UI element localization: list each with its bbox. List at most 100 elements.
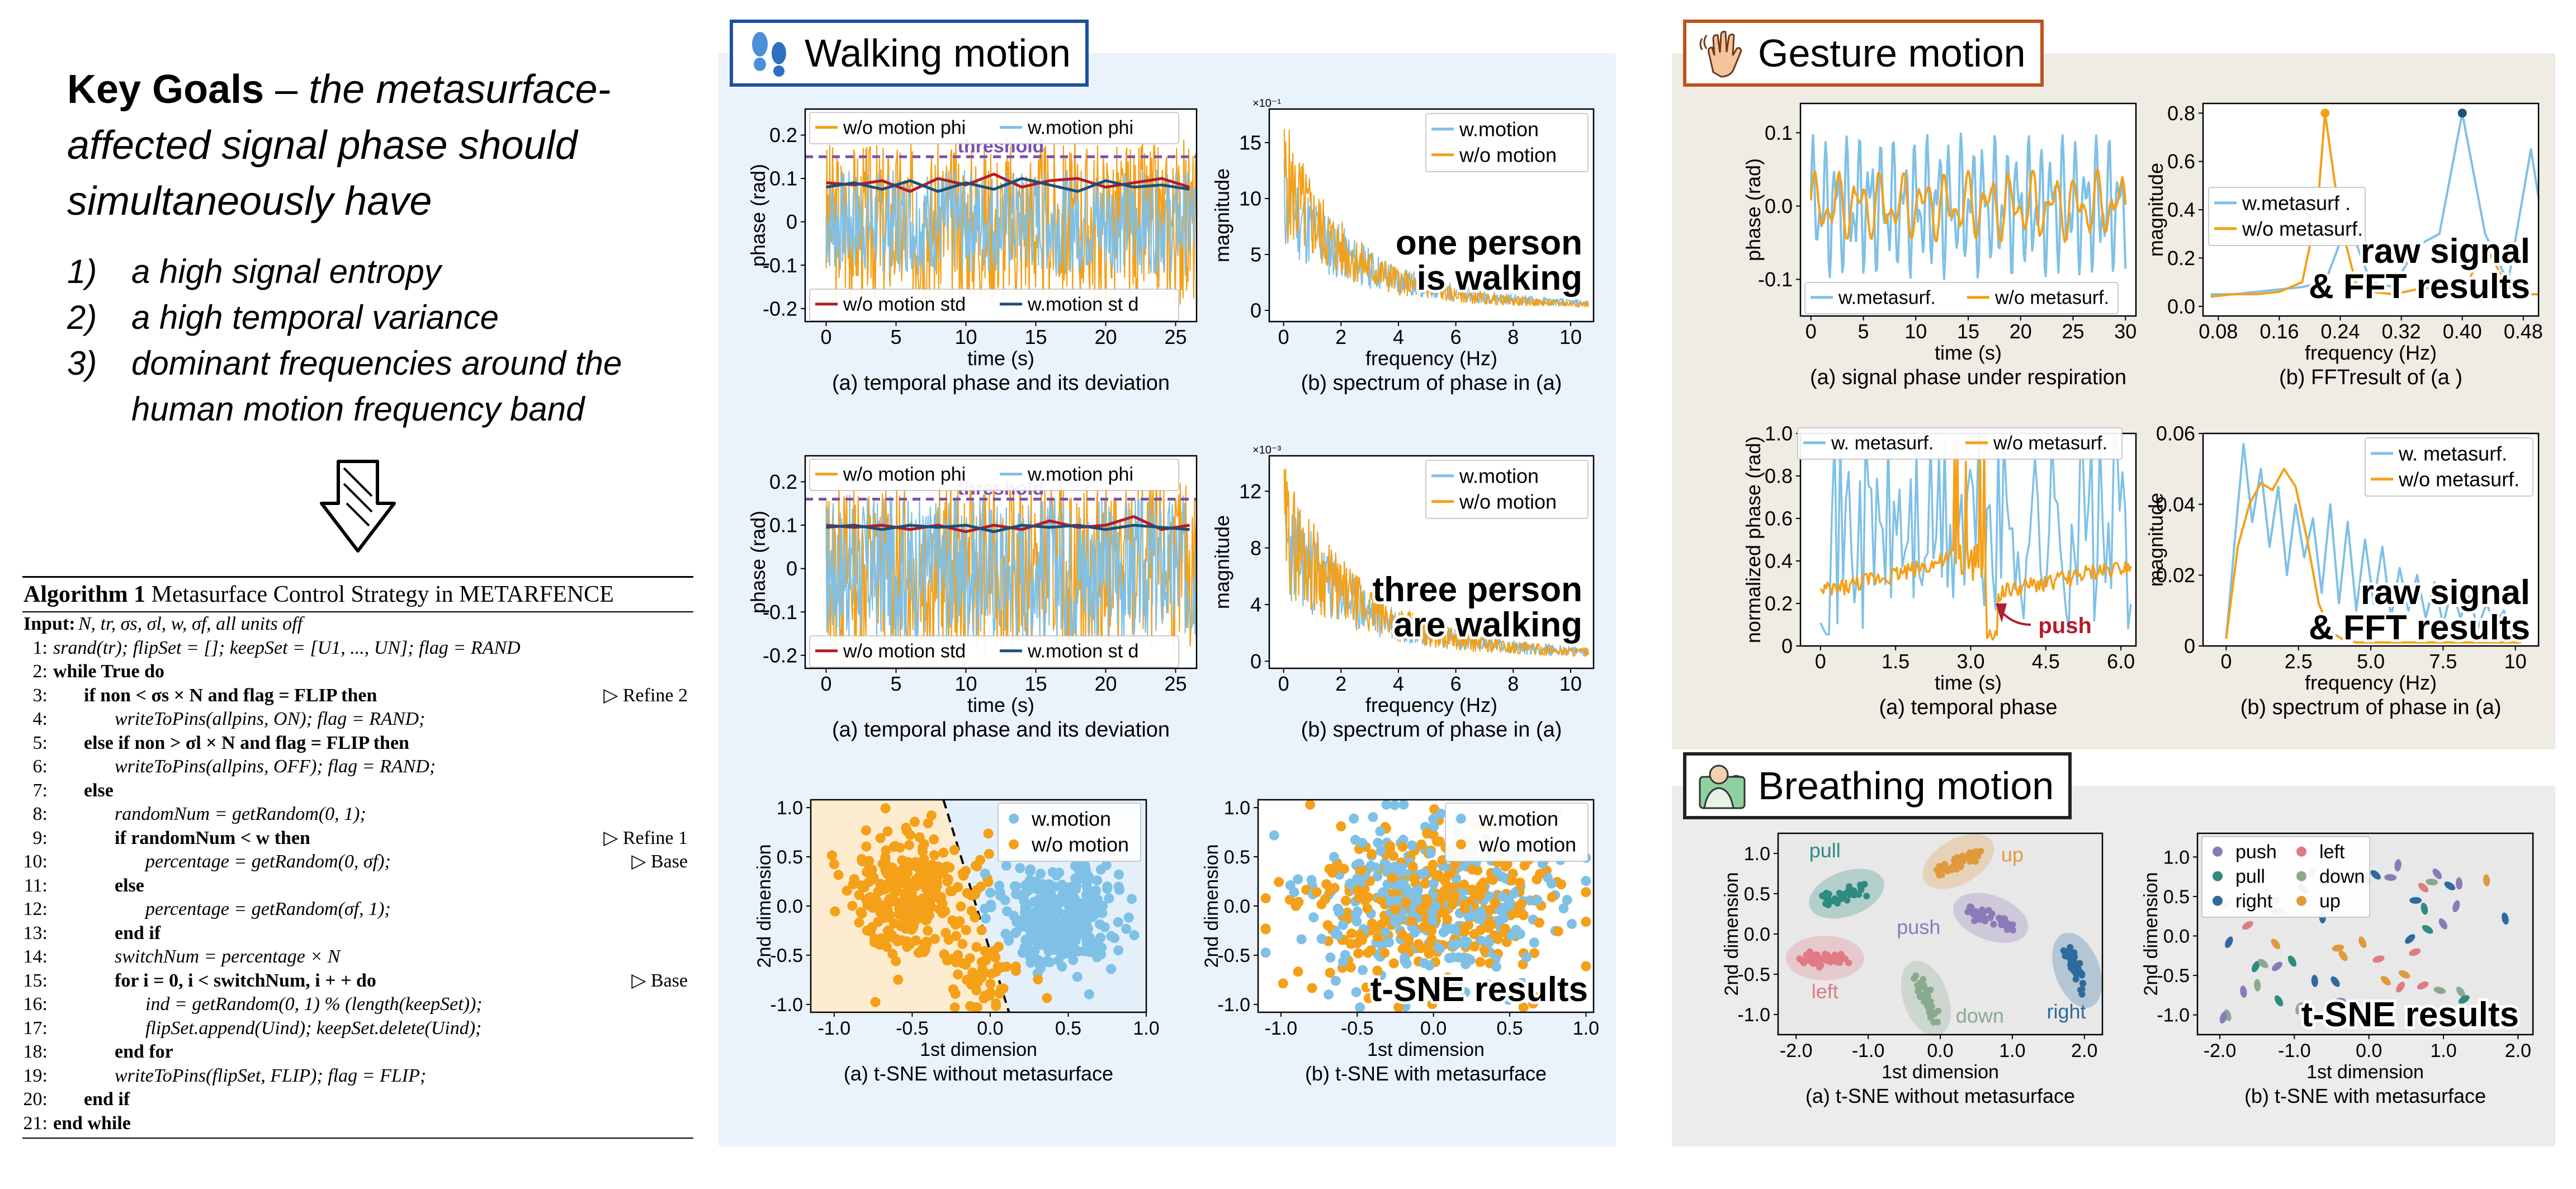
axes-frame [2196, 832, 2534, 1036]
scatter-point [1343, 908, 1353, 919]
scatter-point [1260, 893, 1271, 904]
scatter-point [1515, 877, 1525, 888]
x-tick-label: -1.0 [2278, 1040, 2311, 1061]
legend-label: w.motion [1031, 807, 1111, 830]
x-tick-label: 5.0 [2357, 650, 2385, 673]
scatter-point [1479, 945, 1490, 955]
scatter-point [882, 826, 893, 837]
cluster-point [1971, 917, 1978, 924]
y-tick-label: 0.0 [1224, 896, 1250, 917]
scatter-point [1506, 930, 1517, 941]
scatter-point [1492, 933, 1503, 944]
scatter-point [953, 969, 963, 980]
chart-caption: (a) t-SNE without metasurface [844, 1062, 1113, 1085]
scatter-point [2332, 944, 2345, 952]
scatter-point [1435, 808, 1446, 819]
series-spectrum [1283, 469, 1589, 657]
legend-label: w. metasurf. [2398, 442, 2507, 465]
scatter-point [1033, 974, 1043, 985]
y-tick-label: -0.2 [763, 297, 797, 320]
y-tick-label: -1.0 [1737, 1004, 1770, 1026]
scatter-point [910, 935, 921, 946]
cluster-label: pull [1809, 839, 1841, 862]
x-tick-label: 10 [954, 672, 977, 695]
scatter-point [2240, 985, 2247, 998]
scatter-point [2483, 874, 2490, 886]
x-tick-label: 10 [2504, 650, 2527, 673]
algorithm-line: 1: srand(tr); flipSet = []; keepSet = [U1… [32, 637, 521, 658]
legend-label: w/o motion [1459, 143, 1557, 166]
scatter-point [1349, 813, 1359, 824]
scatter-point [1339, 864, 1349, 874]
scatter-point [983, 828, 994, 839]
scatter-point [993, 941, 1004, 952]
scatter-point [980, 868, 990, 879]
series-w-o-motion-phi [825, 139, 1198, 305]
scatter-point [1358, 965, 1368, 975]
algorithm-line: 3: if non < σs × N and flag = FLIP then ▷ … [32, 685, 688, 706]
x-tick-label: 0.32 [2382, 320, 2421, 343]
x-tick-label: 0 [820, 672, 831, 695]
legend-label: up [2319, 891, 2341, 912]
scatter-point [1464, 912, 1474, 922]
walking-title: Walking motion [805, 31, 1071, 75]
cluster-point [1833, 958, 1840, 965]
x-tick-label: 10 [1559, 672, 1582, 695]
scatter-point [1073, 946, 1084, 957]
cluster-point [1825, 901, 1832, 908]
chart-walk-spectrum-3: 0 2 4 6 8 10 0 4 8 12 frequency (Hz) magnitude (b) s… [1211, 444, 1595, 742]
scatter-point [1427, 999, 1438, 1009]
scatter-point [1459, 879, 1469, 890]
scatter-point [1353, 948, 1364, 959]
scatter-point [1581, 887, 1591, 898]
scatter-point [1535, 990, 1545, 1001]
legend-label: left [2319, 842, 2345, 863]
x-tick-label: 10 [954, 325, 977, 348]
scatter-point [904, 880, 915, 890]
scatter-point [1362, 903, 1373, 914]
scatter-point [880, 803, 891, 814]
y-tick-label: 0.4 [2167, 199, 2195, 221]
scatter-point [1529, 937, 1539, 948]
y-tick-label: 0.5 [777, 847, 803, 868]
scatter-point [2394, 859, 2402, 872]
series-without [1819, 435, 2132, 641]
y-tick-label: 0.4 [1765, 550, 1793, 573]
scatter-point [1373, 838, 1383, 848]
cluster-point [1809, 960, 1817, 967]
algorithm-line: 13: end if [23, 922, 161, 943]
x-axis-label: time (s) [967, 347, 1034, 370]
cluster-label: right [2047, 1000, 2086, 1023]
cluster-label: down [1956, 1004, 2004, 1027]
cluster-point [1828, 955, 1835, 962]
scatter-point [1428, 879, 1439, 889]
scatter-point [965, 1001, 976, 1011]
scatter-point [1504, 895, 1514, 906]
y-tick-label: 1.0 [777, 798, 803, 819]
scatter-point [1459, 899, 1469, 909]
legend-box [2365, 437, 2534, 497]
y-tick-label: 1.0 [2163, 847, 2190, 868]
scatter-point [1345, 878, 1355, 889]
axes-frame [804, 455, 1198, 669]
x-tick-label: 0.40 [2443, 320, 2482, 343]
cluster-point [2004, 921, 2011, 928]
scatter-point [914, 832, 925, 843]
scatter-point [929, 834, 939, 844]
scatter-point [966, 979, 977, 990]
x-tick-label: 0 [1278, 672, 1289, 695]
legend-box [2208, 187, 2366, 246]
scatter-point [980, 913, 991, 924]
legend-label: w/o metasurf. [2398, 468, 2520, 490]
scatter-point [1387, 872, 1397, 883]
scatter-point [1074, 914, 1084, 924]
scatter-point [1278, 978, 1288, 989]
scatter-point [1010, 889, 1021, 899]
x-tick-label: 2.0 [2071, 1040, 2097, 1061]
algorithm-line: 9: if randomNum < w then ▷ Refine 1 [32, 827, 688, 848]
scatter-point [900, 888, 911, 898]
x-tick-label: 3.0 [1956, 650, 1984, 673]
x-tick-label: 0 [1805, 320, 1817, 343]
scatter-point [1094, 901, 1105, 912]
